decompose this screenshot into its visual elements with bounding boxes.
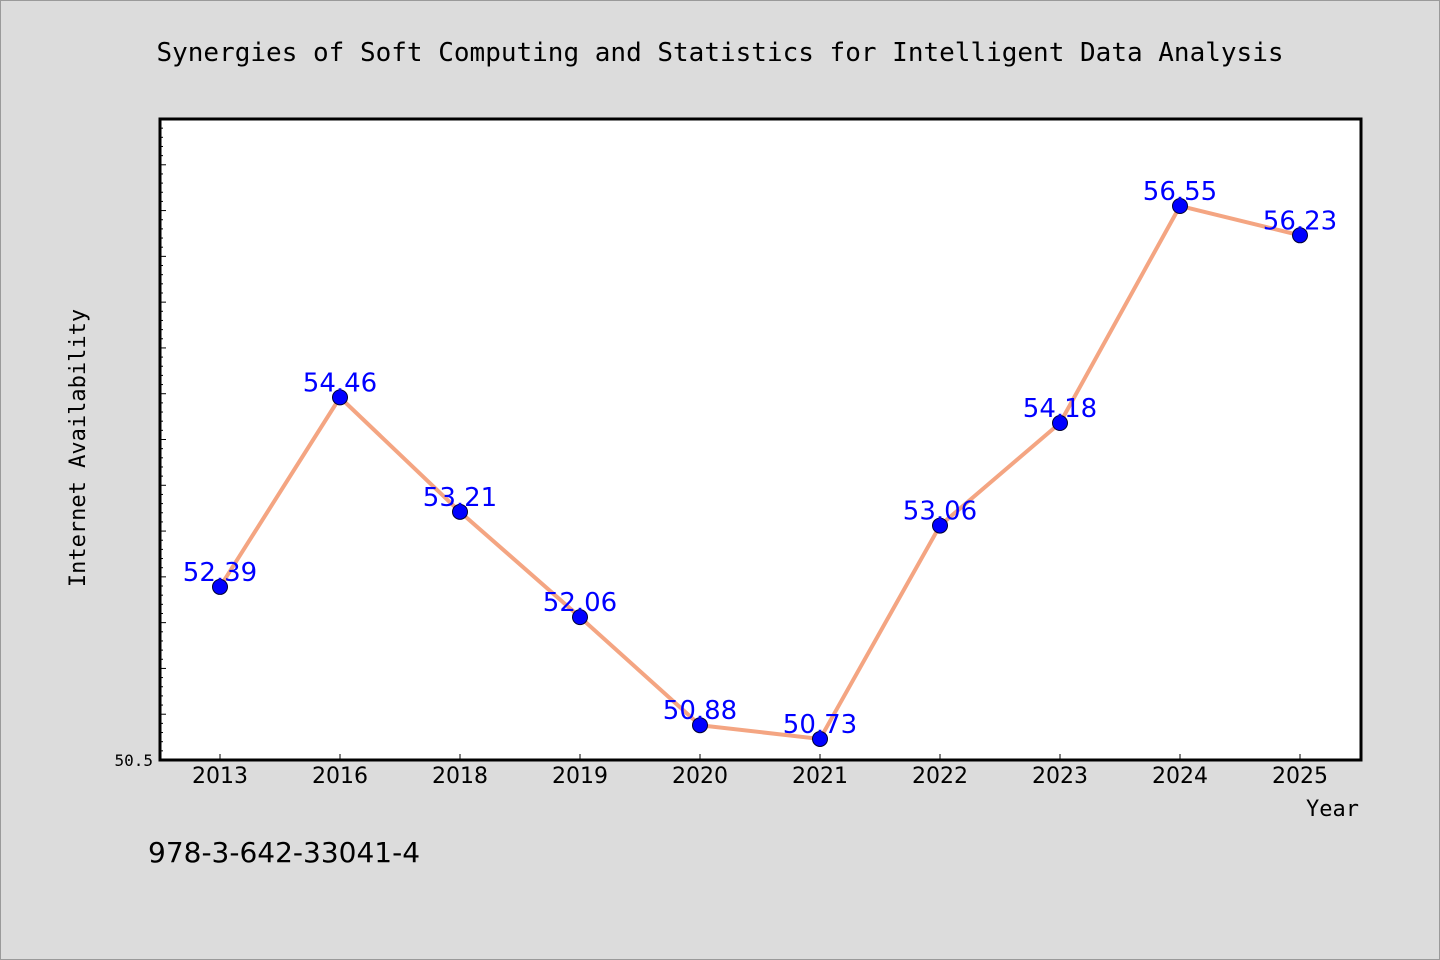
data-label-2022: 53.06 <box>903 497 977 527</box>
y-axis-title: Internet Availability <box>66 309 91 587</box>
data-point-2023 <box>1052 415 1068 432</box>
data-label-2020: 50.88 <box>663 696 737 726</box>
plot-area <box>158 117 1363 762</box>
data-point-2018 <box>452 503 468 520</box>
isbn-footer: 978-3-642-33041-4 <box>148 836 420 869</box>
data-label-2019: 52.06 <box>543 588 617 618</box>
x-tick-label-2023: 2023 <box>1032 764 1088 789</box>
data-labels: 52.39 54.46 53.21 52.06 50.88 50.73 53.06 54.18… <box>183 177 1337 740</box>
x-tick-label-2025: 2025 <box>1272 764 1328 789</box>
series-line-group <box>212 197 1308 747</box>
data-label-2018: 53.21 <box>423 483 497 513</box>
data-label-2025: 56.23 <box>1263 206 1337 236</box>
data-label-2024: 56.55 <box>1143 177 1217 207</box>
data-point-2025 <box>1292 227 1308 244</box>
series-line <box>218 203 1302 741</box>
x-tick-label-2022: 2022 <box>912 764 968 789</box>
data-label-2013: 52.39 <box>183 558 257 588</box>
x-axis-title: Year <box>1306 797 1359 822</box>
x-tick-label-2016: 2016 <box>312 764 368 789</box>
data-point-2024 <box>1172 197 1188 214</box>
data-point-2022 <box>932 517 948 534</box>
x-axis-ticks <box>219 754 1301 760</box>
y-axis-ticks <box>160 118 166 761</box>
x-tick-label-2019: 2019 <box>552 764 608 789</box>
data-label-2021: 50.73 <box>783 710 857 740</box>
x-tick-label-2013: 2013 <box>192 764 248 789</box>
x-tick-labels: 2013 2016 2018 2019 2020 2021 2022 2023 2024 2025 <box>192 764 1328 789</box>
data-point-2016 <box>332 389 348 406</box>
data-point-2021 <box>812 730 828 747</box>
data-point-2019 <box>572 609 588 626</box>
x-tick-label-2020: 2020 <box>672 764 728 789</box>
x-tick-label-2024: 2024 <box>1152 764 1208 789</box>
x-tick-label-2021: 2021 <box>792 764 848 789</box>
data-point-2020 <box>692 717 708 734</box>
x-tick-label-2018: 2018 <box>432 764 488 789</box>
y-axis-min-label: 50.5 <box>114 751 153 770</box>
chart-title: Synergies of Soft Computing and Statisti… <box>156 38 1283 68</box>
data-label-2023: 54.18 <box>1023 394 1097 424</box>
data-label-2016: 54.46 <box>303 368 377 398</box>
data-point-2013 <box>212 578 228 595</box>
